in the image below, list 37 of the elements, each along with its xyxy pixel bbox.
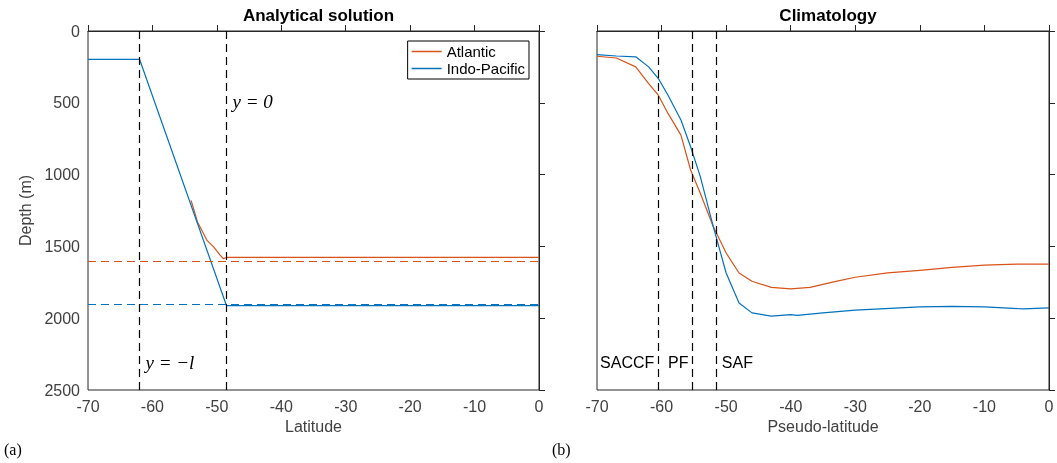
ref-line-label: SACCF <box>600 353 655 371</box>
x-tick-label: 0 <box>1044 397 1054 415</box>
x-tick-label: -70 <box>585 397 609 415</box>
y-tick-label: 1500 <box>44 237 81 255</box>
x-tick-label: -40 <box>779 397 803 415</box>
x-tick-label: -50 <box>205 397 229 415</box>
x-tick-label: -70 <box>76 397 100 415</box>
chart-title: Climatology <box>779 6 878 25</box>
x-axis-title: Pseudo-latitude <box>767 418 879 436</box>
y-tick-label: 1000 <box>44 166 81 184</box>
line-series <box>190 199 540 260</box>
legend-label: Atlantic <box>446 43 497 60</box>
x-tick-label: -30 <box>334 397 358 415</box>
ref-line-label: SAF <box>721 353 754 371</box>
annotation: y = 0 <box>230 90 274 112</box>
x-tick-label: -30 <box>843 397 867 415</box>
legend-label: Indo-Pacific <box>446 60 526 77</box>
y-tick-label: 2500 <box>44 381 81 399</box>
x-tick-label: -10 <box>463 397 487 415</box>
text: (a) <box>4 440 22 459</box>
y-tick-label: 2000 <box>44 309 81 327</box>
x-axis-title: Latitude <box>285 418 343 436</box>
ref-line-label: PF <box>668 353 689 371</box>
x-tick-label: -10 <box>972 397 997 415</box>
x-tick-label: -50 <box>714 397 738 415</box>
text: (b) <box>552 440 571 459</box>
x-tick-label: -60 <box>140 397 165 415</box>
y-tick-label: 500 <box>53 94 81 112</box>
x-tick-label: -40 <box>269 397 293 415</box>
x-tick-label: 0 <box>534 397 544 415</box>
annotation: y = −l <box>143 351 195 373</box>
x-tick-label: -60 <box>650 397 674 415</box>
x-tick-label: -20 <box>398 397 422 415</box>
chart-title: Analytical solution <box>242 6 395 25</box>
y-tick-label: 0 <box>71 22 81 40</box>
x-tick-label: -20 <box>908 397 932 415</box>
y-axis-title: Depth (m) <box>17 174 35 247</box>
